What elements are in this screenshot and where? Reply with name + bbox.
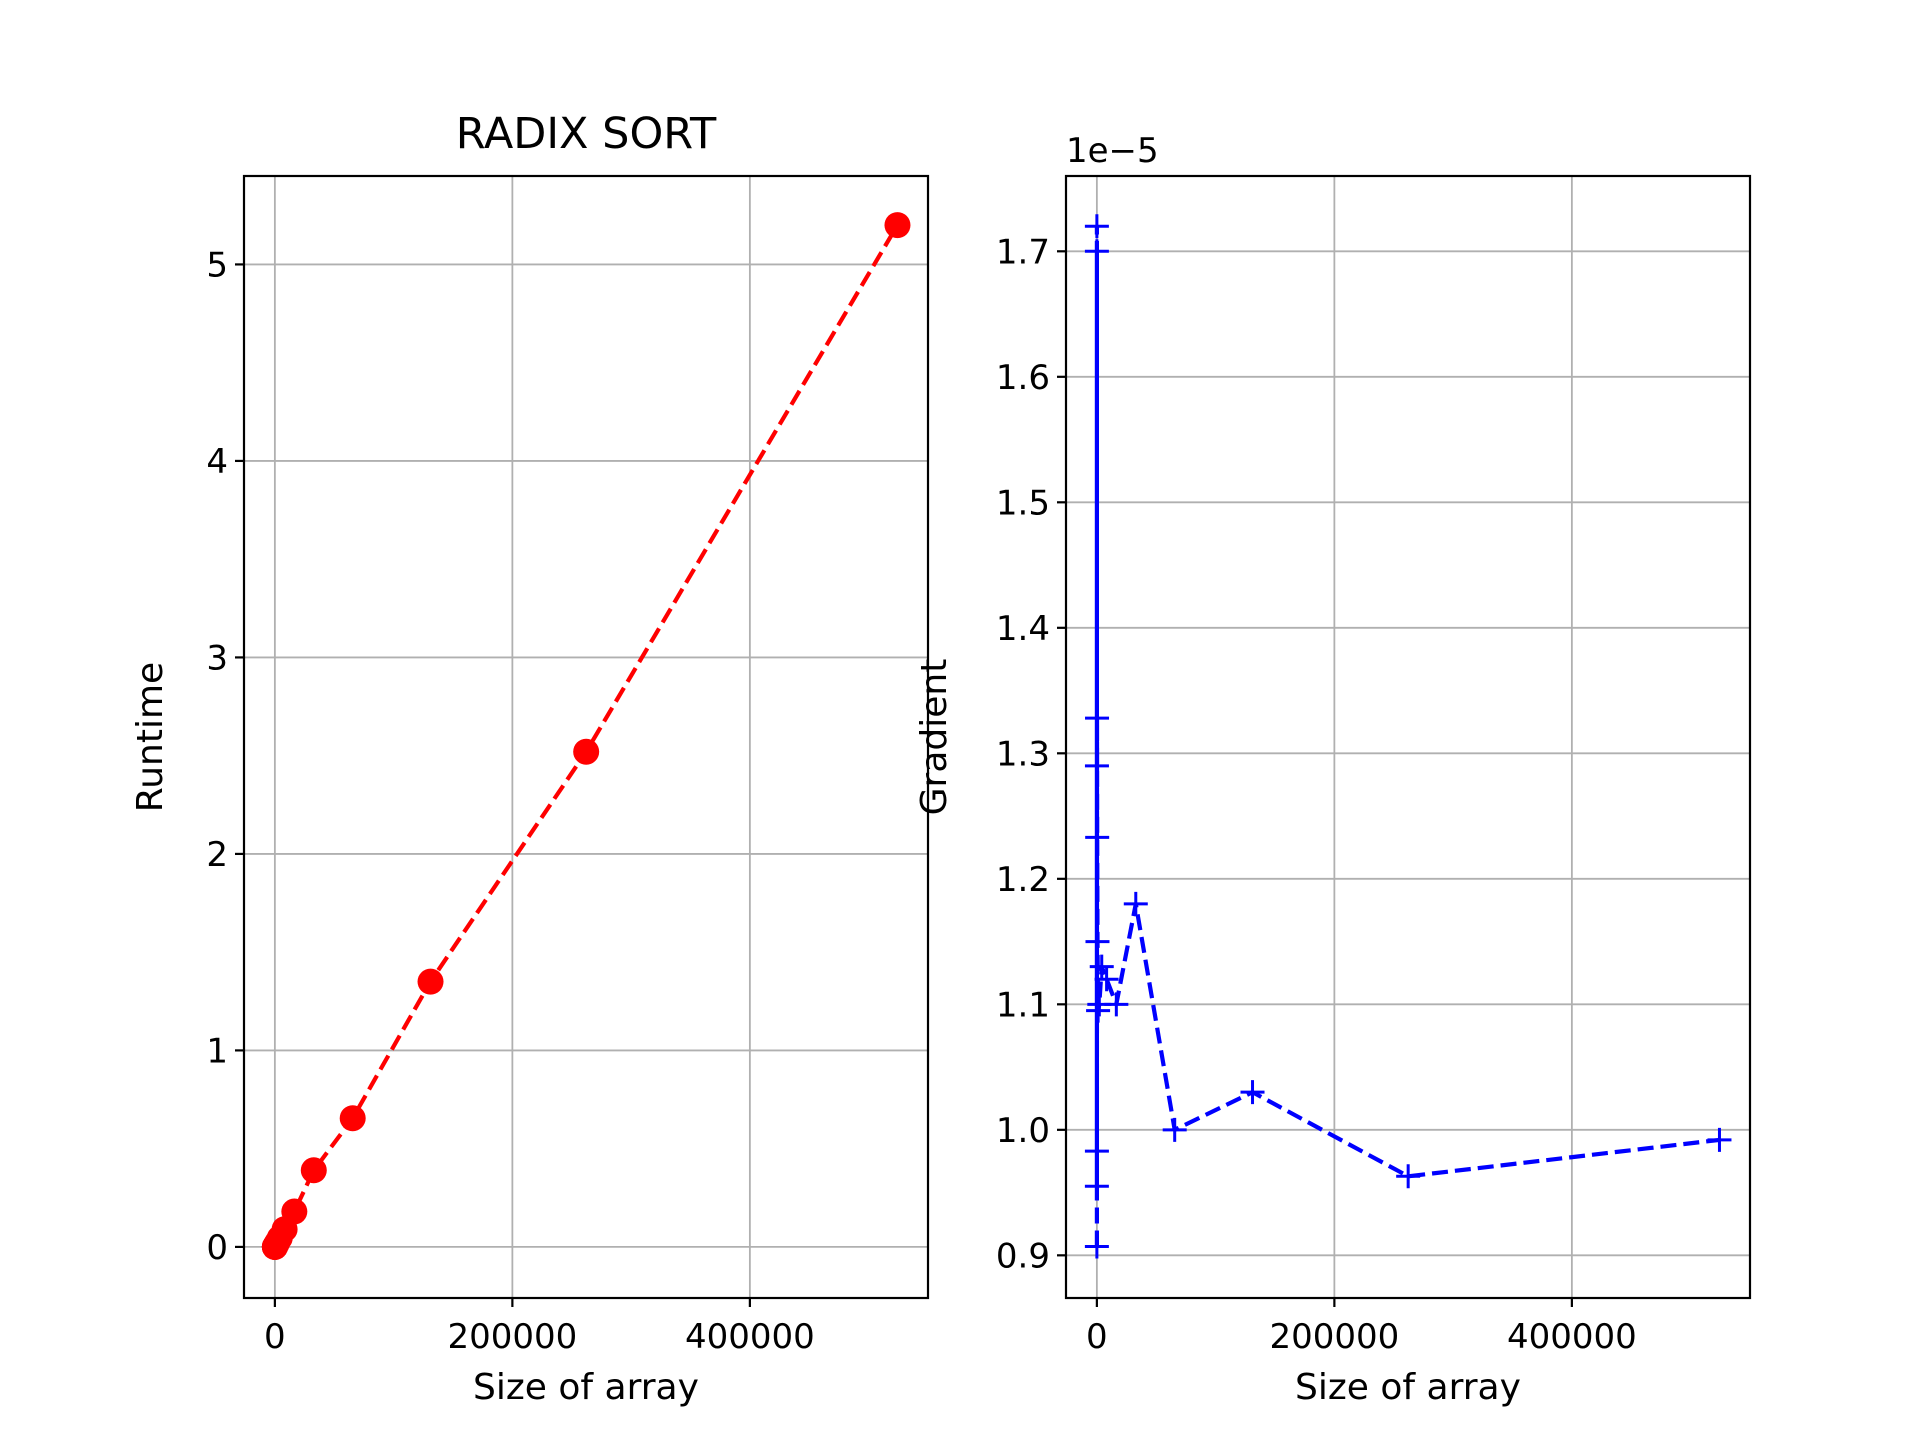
gradient-series <box>1084 214 1732 1259</box>
runtime-x-tick-label: 400000 <box>685 1317 815 1357</box>
gradient-y-tick-label: 1.4 <box>996 609 1050 649</box>
runtime-y-axis-label: Runtime <box>130 662 171 812</box>
runtime-y-tick-label: 4 <box>206 442 228 482</box>
gradient-data-point <box>1104 992 1129 1017</box>
gradient-data-point <box>1085 929 1110 954</box>
gradient-y-axis-label: Gradient <box>914 659 955 816</box>
runtime-y-tick-label: 2 <box>206 835 228 875</box>
runtime-chart-title: RADIX SORT <box>456 109 717 159</box>
gradient-data-point <box>1123 891 1148 916</box>
gradient-data-point <box>1240 1080 1265 1105</box>
gradient-data-point <box>1089 954 1114 979</box>
runtime-plot-frame <box>242 174 930 1300</box>
gradient-series-line <box>1094 224 1720 1247</box>
gradient-data-point <box>1084 1139 1109 1164</box>
runtime-data-point <box>417 968 444 995</box>
gradient-data-point <box>1084 753 1109 778</box>
runtime-y-tick-label: 1 <box>206 1031 228 1071</box>
gradient-y-tick-label: 0.9 <box>996 1236 1050 1276</box>
gradient-data-point <box>1162 1117 1187 1142</box>
runtime-data-point <box>300 1157 327 1184</box>
runtime-chart: 0 200000 400000 0 1 2 3 4 5 RADIX SORT Size of … <box>130 109 930 1408</box>
runtime-x-ticks: 0 200000 400000 <box>264 1298 815 1357</box>
runtime-series-line <box>272 224 900 1249</box>
gradient-x-tick-label: 0 <box>1086 1317 1108 1357</box>
gradient-y-ticks: 0.9 1.0 1.1 1.2 1.3 1.4 1.5 1.6 1.7 <box>996 232 1066 1276</box>
runtime-y-tick-label: 3 <box>206 638 228 678</box>
runtime-y-tick-label: 5 <box>206 245 228 285</box>
gradient-data-point <box>1094 967 1119 992</box>
gradient-x-ticks: 0 200000 400000 <box>1086 1298 1637 1357</box>
gradient-offset-text: 1e−5 <box>1066 131 1159 171</box>
runtime-data-point <box>573 738 600 765</box>
gradient-y-tick-label: 1.6 <box>996 358 1050 398</box>
runtime-data-point <box>281 1198 308 1225</box>
gradient-y-tick-label: 1.3 <box>996 734 1050 774</box>
gradient-y-tick-label: 1.1 <box>996 985 1050 1025</box>
runtime-y-ticks: 0 1 2 3 4 5 <box>206 245 244 1268</box>
gradient-data-point <box>1085 706 1110 731</box>
gradient-data-point <box>1085 825 1110 850</box>
gradient-plot-frame <box>1064 174 1752 1300</box>
runtime-x-axis-label: Size of array <box>473 1367 699 1408</box>
gradient-chart: 0 200000 400000 0.9 1.0 1.1 1.2 1.3 1.4 1.5 1.6 1.… <box>914 131 1752 1408</box>
gradient-data-point <box>1084 1174 1109 1199</box>
runtime-data-point <box>339 1105 366 1132</box>
gradient-y-tick-label: 1.2 <box>996 860 1050 900</box>
gradient-y-tick-label: 1.0 <box>996 1111 1050 1151</box>
runtime-y-tick-label: 0 <box>206 1228 228 1268</box>
gradient-x-tick-label: 200000 <box>1269 1317 1399 1357</box>
runtime-x-tick-label: 0 <box>264 1317 286 1357</box>
gradient-x-axis-label: Size of array <box>1295 1367 1521 1408</box>
gradient-data-point <box>1084 214 1109 239</box>
runtime-data-point <box>884 212 911 239</box>
gradient-x-tick-label: 400000 <box>1507 1317 1637 1357</box>
runtime-series <box>261 212 911 1260</box>
gradient-y-tick-label: 1.7 <box>996 232 1050 272</box>
gradient-data-point <box>1084 1234 1109 1259</box>
gradient-data-point <box>1707 1127 1732 1152</box>
gradient-data-point <box>1084 239 1109 264</box>
runtime-grid <box>244 176 928 1298</box>
gradient-y-tick-label: 1.5 <box>996 483 1050 523</box>
runtime-x-tick-label: 200000 <box>447 1317 577 1357</box>
gradient-data-point <box>1396 1164 1421 1189</box>
